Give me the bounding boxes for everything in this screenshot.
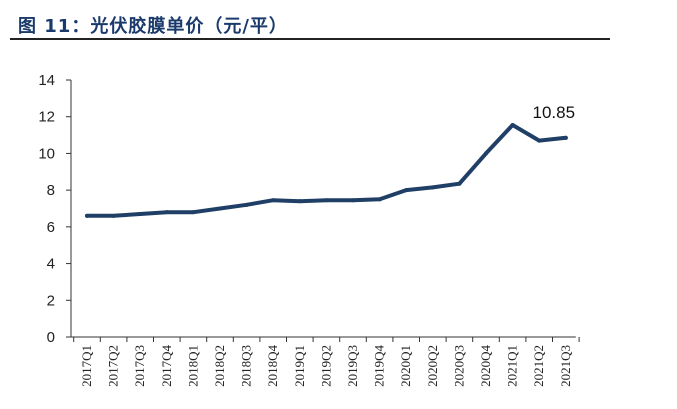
x-tick-label: 2019Q1 [292,345,307,387]
x-tick-label: 2018Q3 [239,345,254,387]
data-point [563,135,568,140]
x-tick-label: 2018Q4 [265,345,280,387]
y-tick-label: 8 [47,182,55,199]
x-tick-label: 2019Q3 [345,345,360,387]
data-point [111,213,116,218]
data-point [430,185,435,190]
x-tick-label: 2017Q4 [159,345,174,387]
x-tick-label: 2019Q4 [372,345,387,387]
x-tick-label: 2021Q3 [558,345,573,387]
x-tick-label: 2019Q2 [318,345,333,387]
data-point [457,181,462,186]
data-point [510,122,515,127]
x-tick-label: 2021Q1 [505,345,520,387]
data-point [404,188,409,193]
data-point [351,198,355,203]
data-point [537,138,542,143]
figure-header: 图 11：光伏胶膜单价（元/平） [10,6,610,40]
data-point [377,197,382,202]
x-tick-label: 2020Q4 [478,345,493,387]
y-tick-label: 14 [38,72,55,89]
x-tick-label: 2020Q2 [425,345,440,387]
data-point [85,213,89,218]
y-tick-label: 2 [47,292,55,309]
data-point [324,198,329,203]
x-tick-label: 2017Q2 [106,345,121,387]
data-point [138,212,143,217]
x-tick-label: 2017Q1 [79,345,94,387]
figure-title: 图 11：光伏胶膜单价（元/平） [18,16,288,37]
y-tick-label: 0 [47,329,55,346]
data-point [244,202,249,207]
x-tick-label: 2018Q2 [212,345,227,387]
data-point [164,210,169,215]
x-tick-label: 2020Q3 [451,345,466,387]
x-tick-label: 2020Q1 [398,345,413,387]
data-point [218,206,222,211]
data-label: 10.85 [533,103,576,122]
data-point [297,199,302,204]
x-tick-label: 2021Q2 [531,345,546,387]
data-point [484,151,488,156]
x-tick-label: 2017Q3 [132,345,147,387]
y-tick-label: 10 [38,145,55,162]
data-point [191,210,196,215]
data-point [271,198,276,203]
y-tick-label: 4 [47,256,55,273]
y-tick-label: 12 [38,109,55,126]
x-tick-label: 2018Q1 [185,345,200,387]
y-tick-label: 6 [47,219,55,236]
